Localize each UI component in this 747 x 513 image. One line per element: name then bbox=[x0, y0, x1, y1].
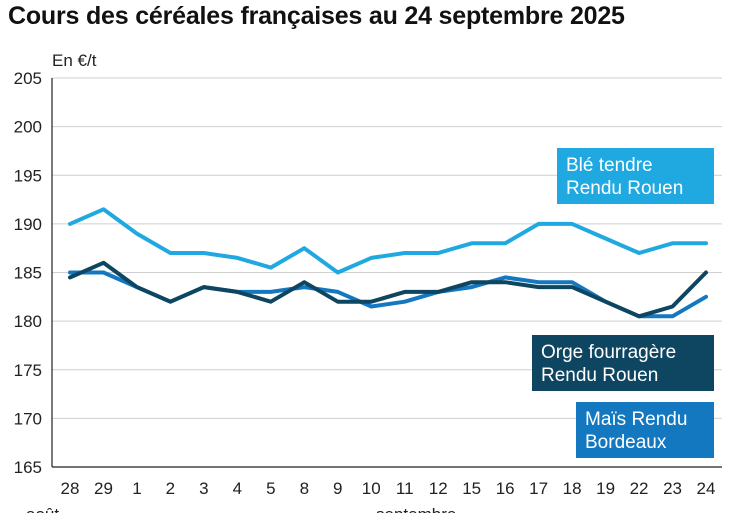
x-tick-label: 11 bbox=[396, 479, 414, 498]
series-line bbox=[68, 270, 708, 319]
y-tick-label: 180 bbox=[14, 312, 42, 331]
x-tick-label: 2 bbox=[166, 479, 175, 498]
x-tick-label: 8 bbox=[300, 479, 309, 498]
chart-title: Cours des céréales françaises au 24 sept… bbox=[8, 2, 625, 30]
x-tick-label: 16 bbox=[496, 479, 515, 498]
y-tick-label: 175 bbox=[14, 361, 42, 380]
y-tick-label: 200 bbox=[14, 118, 42, 137]
x-tick-label: 1 bbox=[132, 479, 141, 498]
month-label: août bbox=[26, 505, 59, 513]
x-tick-label: 24 bbox=[697, 479, 716, 498]
series-label-text: Rendu Rouen bbox=[541, 365, 658, 386]
x-tick-label: 3 bbox=[199, 479, 208, 498]
x-tick-label: 18 bbox=[563, 479, 582, 498]
x-tick-label: 23 bbox=[663, 479, 682, 498]
series-label-text: Maïs Rendu bbox=[585, 409, 687, 430]
y-tick-label: 170 bbox=[14, 409, 42, 428]
y-tick-label: 195 bbox=[14, 166, 42, 185]
x-tick-label: 5 bbox=[266, 479, 275, 498]
series-label-text: Blé tendre bbox=[566, 155, 653, 176]
x-tick-label: 4 bbox=[233, 479, 242, 498]
series-line bbox=[68, 260, 708, 319]
x-tick-label: 29 bbox=[94, 479, 113, 498]
x-tick-label: 10 bbox=[362, 479, 381, 498]
month-label: septembre bbox=[376, 505, 456, 513]
x-tick-label: 15 bbox=[462, 479, 481, 498]
x-tick-label: 28 bbox=[61, 479, 80, 498]
y-axis-unit: En €/t bbox=[52, 51, 97, 70]
y-tick-label: 190 bbox=[14, 215, 42, 234]
x-tick-label: 19 bbox=[596, 479, 615, 498]
series-line bbox=[68, 207, 708, 275]
series-label-text: Orge fourragère bbox=[541, 342, 676, 363]
x-tick-label: 17 bbox=[529, 479, 548, 498]
series-label-text: Bordeaux bbox=[585, 432, 667, 453]
x-tick-label: 12 bbox=[429, 479, 448, 498]
series-label-text: Rendu Rouen bbox=[566, 178, 683, 199]
y-tick-label: 185 bbox=[14, 264, 42, 283]
x-tick-label: 9 bbox=[333, 479, 342, 498]
x-tick-label: 22 bbox=[630, 479, 649, 498]
y-tick-label: 205 bbox=[14, 69, 42, 88]
y-tick-label: 165 bbox=[14, 458, 42, 477]
